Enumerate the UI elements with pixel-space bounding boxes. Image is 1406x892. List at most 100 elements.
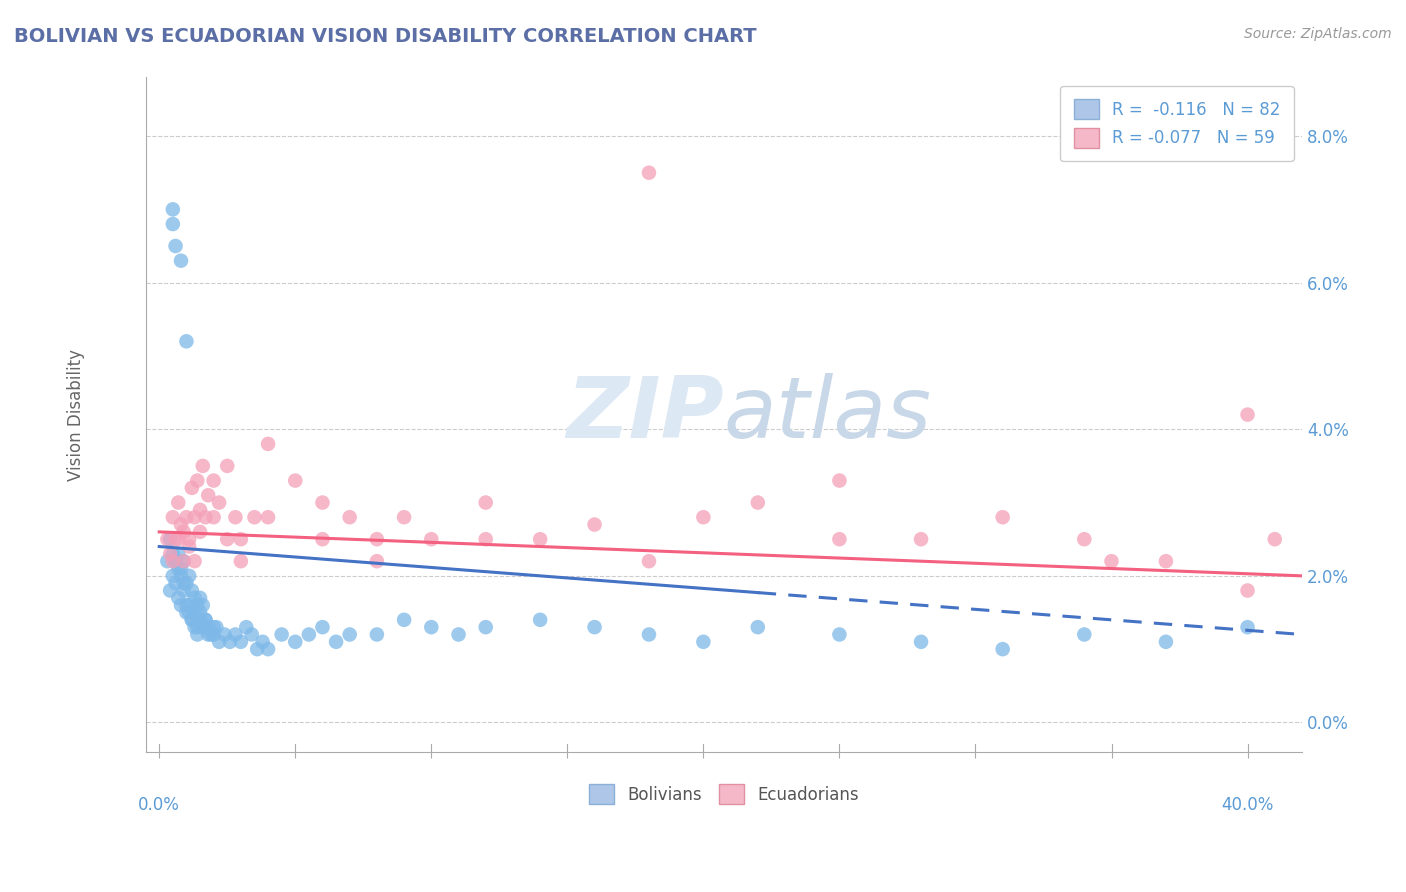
Point	[392, 510, 415, 524]
Point	[420, 532, 443, 546]
Point	[1073, 532, 1095, 546]
Point	[1236, 583, 1258, 598]
Point	[186, 620, 208, 634]
Point	[165, 576, 187, 591]
Point	[159, 583, 181, 598]
Point	[474, 495, 496, 509]
Text: Source: ZipAtlas.com: Source: ZipAtlas.com	[1244, 27, 1392, 41]
Point	[162, 569, 184, 583]
Point	[162, 554, 184, 568]
Point	[162, 217, 184, 231]
Point	[638, 554, 661, 568]
Point	[159, 547, 181, 561]
Text: BOLIVIAN VS ECUADORIAN VISION DISABILITY CORRELATION CHART: BOLIVIAN VS ECUADORIAN VISION DISABILITY…	[14, 27, 756, 45]
Point	[170, 569, 193, 583]
Point	[170, 253, 193, 268]
Point	[180, 583, 202, 598]
Point	[583, 620, 606, 634]
Point	[180, 613, 202, 627]
Point	[447, 627, 470, 641]
Point	[183, 620, 205, 634]
Point	[339, 510, 361, 524]
Point	[252, 635, 274, 649]
Point	[167, 547, 190, 561]
Point	[194, 613, 217, 627]
Point	[311, 532, 333, 546]
Point	[183, 510, 205, 524]
Point	[179, 540, 201, 554]
Point	[208, 495, 231, 509]
Point	[1154, 554, 1177, 568]
Point	[235, 620, 257, 634]
Text: ZIP: ZIP	[567, 373, 724, 456]
Point	[325, 635, 347, 649]
Point	[828, 627, 851, 641]
Point	[229, 532, 252, 546]
Point	[191, 458, 214, 473]
Point	[270, 627, 292, 641]
Point	[638, 166, 661, 180]
Point	[828, 532, 851, 546]
Point	[173, 576, 195, 591]
Point	[197, 620, 219, 634]
Point	[214, 627, 236, 641]
Point	[366, 554, 388, 568]
Text: Vision Disability: Vision Disability	[67, 349, 86, 481]
Point	[991, 642, 1014, 657]
Point	[217, 532, 239, 546]
Point	[692, 635, 714, 649]
Point	[197, 488, 219, 502]
Point	[420, 620, 443, 634]
Point	[638, 627, 661, 641]
Point	[165, 239, 187, 253]
Point	[183, 591, 205, 605]
Point	[224, 510, 246, 524]
Point	[176, 510, 198, 524]
Point	[474, 620, 496, 634]
Point	[156, 532, 179, 546]
Point	[180, 481, 202, 495]
Point	[167, 495, 190, 509]
Point	[179, 532, 201, 546]
Point	[170, 598, 193, 612]
Point	[257, 642, 280, 657]
Point	[197, 627, 219, 641]
Point	[188, 606, 211, 620]
Point	[202, 510, 225, 524]
Point	[191, 620, 214, 634]
Point	[910, 532, 932, 546]
Point	[186, 474, 208, 488]
Point	[1073, 627, 1095, 641]
Point	[392, 613, 415, 627]
Point	[224, 627, 246, 641]
Text: 40.0%: 40.0%	[1222, 796, 1274, 814]
Point	[910, 635, 932, 649]
Point	[240, 627, 263, 641]
Point	[257, 510, 280, 524]
Point	[162, 547, 184, 561]
Point	[188, 524, 211, 539]
Point	[179, 569, 201, 583]
Point	[311, 620, 333, 634]
Point	[474, 532, 496, 546]
Point	[339, 627, 361, 641]
Point	[194, 613, 217, 627]
Point	[991, 510, 1014, 524]
Point	[167, 591, 190, 605]
Point	[186, 627, 208, 641]
Point	[243, 510, 266, 524]
Point	[828, 474, 851, 488]
Point	[200, 627, 222, 641]
Point	[229, 554, 252, 568]
Point	[179, 598, 201, 612]
Point	[156, 554, 179, 568]
Point	[366, 532, 388, 546]
Point	[186, 598, 208, 612]
Point	[179, 606, 201, 620]
Point	[298, 627, 321, 641]
Text: atlas: atlas	[724, 373, 932, 456]
Point	[311, 495, 333, 509]
Point	[194, 510, 217, 524]
Point	[176, 598, 198, 612]
Point	[1101, 554, 1123, 568]
